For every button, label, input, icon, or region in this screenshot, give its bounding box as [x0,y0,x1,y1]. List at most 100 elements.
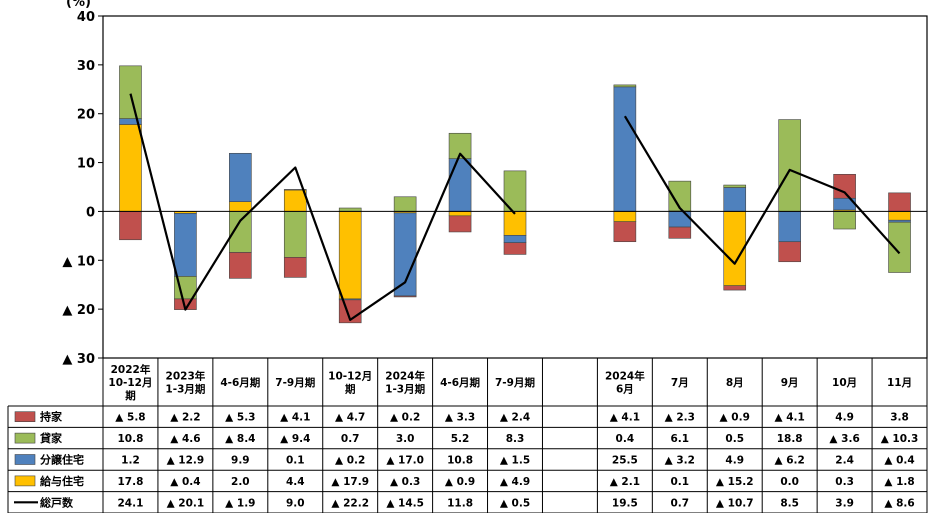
category-label: 期 [345,383,356,396]
table-value: 1.2 [121,455,140,467]
legend-key-貸家 [14,432,36,444]
category-label: 2022年 [111,363,151,376]
bar-分譲住宅 [778,211,801,243]
table-value: ▲ 14.5 [386,497,424,509]
category-label: 期 [125,389,136,402]
category-label: 4-6月期 [440,376,480,389]
table-value: ▲ 2.2 [170,412,200,424]
bar-分譲住宅 [229,152,252,202]
legend-label: 貸家 [39,431,63,445]
bar-持家 [668,226,692,239]
y-tick-label: ▲ 30 [62,352,95,367]
table-value: 0.1 [670,476,689,488]
bar-給与住宅 [503,211,527,236]
table-value: 19.5 [612,497,638,509]
bar-持家 [503,242,527,255]
y-tick-label: 10 [77,157,95,172]
bar-貸家 [613,84,637,88]
bar-持家 [393,295,417,298]
bar-分譲住宅 [723,187,747,212]
legend-label: 分譲住宅 [40,453,84,467]
table-value: 0.5 [725,433,744,445]
table-value: ▲ 8.4 [225,433,255,445]
table-value: ▲ 5.3 [225,412,255,424]
category-label: 7-9月期 [275,376,315,389]
category-label: 1-3月期 [165,383,205,396]
bar-持家 [229,252,252,279]
table-value: ▲ 3.3 [445,412,475,424]
y-tick-label: 0 [86,205,95,220]
table-value: 18.8 [777,433,803,445]
table-value: ▲ 4.6 [170,433,200,445]
bar-貸家 [448,132,472,159]
table-value: 4.9 [725,455,744,467]
table-value: 10.8 [447,455,473,467]
y-tick-label: ▲ 10 [62,254,95,269]
bar-持家 [888,192,911,212]
bar-分譲住宅 [503,235,527,243]
category-label: 2024年 [605,370,645,383]
bar-持家 [723,285,747,291]
bar-給与住宅 [338,211,362,300]
table-value: ▲ 15.2 [716,476,754,488]
bar-分譲住宅 [668,211,692,228]
table-value: ▲ 0.3 [390,476,420,488]
table-value: 9.9 [231,455,250,467]
bar-持家 [613,221,637,243]
table-value: 0.0 [780,476,799,488]
table-value: 5.2 [451,433,470,445]
bar-分譲住宅 [174,213,197,277]
table-value: ▲ 10.3 [881,433,919,445]
table-value: ▲ 17.0 [386,455,424,467]
table-value: ▲ 4.1 [280,412,310,424]
bar-給与住宅 [888,211,911,221]
table-value: 0.7 [341,433,360,445]
bar-貸家 [778,119,801,212]
table-value: ▲ 9.4 [280,433,310,445]
bar-分譲住宅 [283,189,307,191]
table-value: ▲ 2.3 [665,412,695,424]
bar-分譲住宅 [448,158,472,212]
table-value: 0.1 [286,455,305,467]
table-value: 25.5 [612,455,638,467]
table-value: ▲ 6.2 [774,455,804,467]
bar-貸家 [338,207,362,212]
legend-label: 総戸数 [40,495,74,509]
category-label: 11月 [887,377,912,389]
category-label: 10-12月 [328,371,372,383]
table-value: ▲ 4.1 [610,412,640,424]
table-value: ▲ 3.6 [829,433,859,445]
y-tick-label: 30 [77,59,95,74]
table-value: 4.9 [835,412,854,424]
y-tick-label: ▲ 20 [62,303,95,318]
table-value: ▲ 4.1 [774,412,804,424]
table-value: ▲ 2.1 [610,476,640,488]
bar-持家 [283,257,307,278]
table-value: ▲ 0.4 [884,455,914,467]
table-value: 17.8 [118,476,144,488]
category-label: 4-6月期 [220,376,260,389]
table-value: 4.4 [286,476,305,488]
table-value: ▲ 2.4 [500,412,530,424]
table-value: ▲ 20.1 [167,497,205,509]
table-value: 10.8 [118,433,144,445]
table-value: 8.5 [780,497,799,509]
table-value: ▲ 3.2 [665,455,695,467]
table-value: 2.0 [231,476,250,488]
bar-貸家 [119,65,142,119]
table-value: ▲ 22.2 [331,497,369,509]
legend-label: 給与住宅 [40,474,84,488]
table-value: 3.0 [396,433,415,445]
category-label: 7-9月期 [495,376,535,389]
y-tick-label: 20 [77,108,95,123]
y-axis-label: (%) [66,0,91,10]
table-value: 9.0 [286,497,305,509]
table-value: ▲ 1.9 [225,497,255,509]
bar-給与住宅 [229,201,252,212]
table-value: 0.3 [835,476,854,488]
bar-持家 [778,241,801,263]
bar-貸家 [888,221,911,273]
y-tick-label: 40 [77,10,95,25]
line-総戸数 [623,115,901,265]
